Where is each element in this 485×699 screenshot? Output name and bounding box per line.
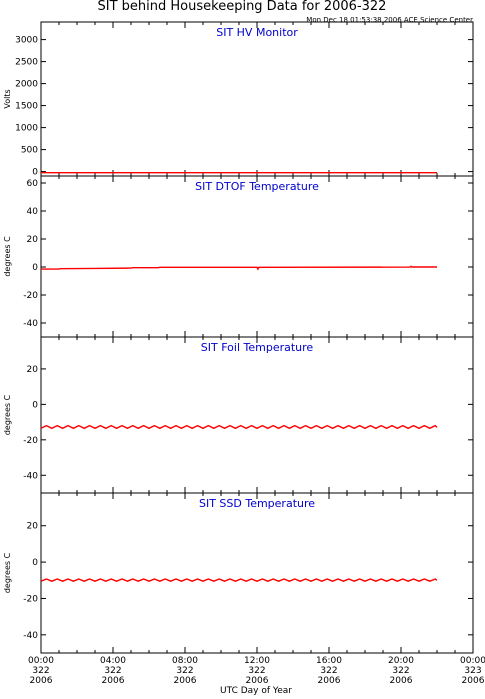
x-tick-label-time: 08:00 xyxy=(172,656,198,666)
panel-2: SIT DTOF Temperature degrees C -40 -20 0 20 40… xyxy=(3,175,474,338)
y-axis-label: degrees C xyxy=(3,552,12,593)
y-tick-label: 40 xyxy=(27,207,39,217)
series-line xyxy=(41,265,437,271)
x-tick-label-year: 2006 xyxy=(462,676,485,686)
panel-1: SIT HV Monitor Volts 0 500 1000 1500 2000 2500 3… xyxy=(3,21,474,178)
x-tick-label-year: 2006 xyxy=(30,676,53,686)
panel-4: SIT SSD Temperature degrees C -40 -20 0 20 xyxy=(3,492,474,654)
x-tick-label-year: 2006 xyxy=(390,676,413,686)
y-tick-label: 0 xyxy=(32,263,38,273)
x-tick-label-time: 20:00 xyxy=(388,656,414,666)
x-tick-label-year: 2006 xyxy=(246,676,269,686)
x-axis: 00:00322200604:00322200608:00322200612:0… xyxy=(28,656,485,686)
y-axis-label: degrees C xyxy=(3,394,12,435)
y-tick-label: 0 xyxy=(32,168,38,178)
panels: SIT HV MonitorVolts050010001500200025003… xyxy=(3,21,474,654)
x-tick-label-year: 2006 xyxy=(174,676,197,686)
x-tick-label-time: 00:00 xyxy=(28,656,54,666)
y-tick-label: 0 xyxy=(32,558,38,568)
x-tick-label-day: 322 xyxy=(392,666,409,676)
y-axis-label: Volts xyxy=(3,89,12,108)
y-tick-label: 20 xyxy=(27,365,39,375)
y-tick-label: 60 xyxy=(27,179,39,189)
y-tick-label: -40 xyxy=(23,471,38,481)
chart-title: SIT behind Housekeeping Data for 2006-32… xyxy=(98,0,387,14)
y-axis-label: degrees C xyxy=(3,236,12,277)
y-tick-label: 20 xyxy=(27,522,39,532)
x-tick-label-day: 323 xyxy=(464,666,481,676)
x-tick-label-time: 12:00 xyxy=(244,656,270,666)
panel-title: SIT SSD Temperature xyxy=(199,497,315,510)
series-line xyxy=(40,424,438,430)
y-tick-label: -20 xyxy=(23,594,38,604)
panel-frame xyxy=(40,175,474,338)
y-tick-label: 1000 xyxy=(15,124,38,134)
x-tick-label-day: 322 xyxy=(320,666,337,676)
y-tick-label: -20 xyxy=(23,291,38,301)
y-tick-label: -40 xyxy=(23,319,38,329)
panel-frame xyxy=(40,21,474,177)
panel-frame xyxy=(40,492,474,654)
y-tick-label: 20 xyxy=(27,235,39,245)
x-tick-label-year: 2006 xyxy=(102,676,125,686)
y-tick-label: 2000 xyxy=(15,80,38,90)
y-tick-label: 1500 xyxy=(15,102,38,112)
panel-frame xyxy=(40,336,474,494)
y-tick-label: 3000 xyxy=(15,36,38,46)
series-line xyxy=(40,578,438,582)
timestamp: Mon Dec 18 01:53:38 2006 ACE Science Cen… xyxy=(306,16,473,24)
x-tick-label-time: 16:00 xyxy=(316,656,342,666)
y-tick-label: -20 xyxy=(23,436,38,446)
x-tick-label-day: 322 xyxy=(248,666,265,676)
x-tick-label-time: 00:00 xyxy=(460,656,485,666)
x-axis-label: UTC Day of Year xyxy=(220,686,292,696)
x-tick-label-day: 322 xyxy=(176,666,193,676)
y-tick-label: 2500 xyxy=(15,58,38,68)
x-tick-label-day: 322 xyxy=(104,666,121,676)
panel-title: SIT Foil Temperature xyxy=(201,341,314,354)
y-tick-label: -40 xyxy=(23,631,38,641)
panel-title: SIT DTOF Temperature xyxy=(195,180,319,193)
panel-title: SIT HV Monitor xyxy=(216,26,298,39)
y-tick-label: 0 xyxy=(32,400,38,410)
x-tick-label-time: 04:00 xyxy=(100,656,126,666)
panel-3: SIT Foil Temperature degrees C -40 -20 0 20 xyxy=(3,336,474,494)
x-tick-label-day: 322 xyxy=(32,666,49,676)
y-tick-label: 500 xyxy=(21,146,38,156)
x-tick-label-year: 2006 xyxy=(318,676,341,686)
